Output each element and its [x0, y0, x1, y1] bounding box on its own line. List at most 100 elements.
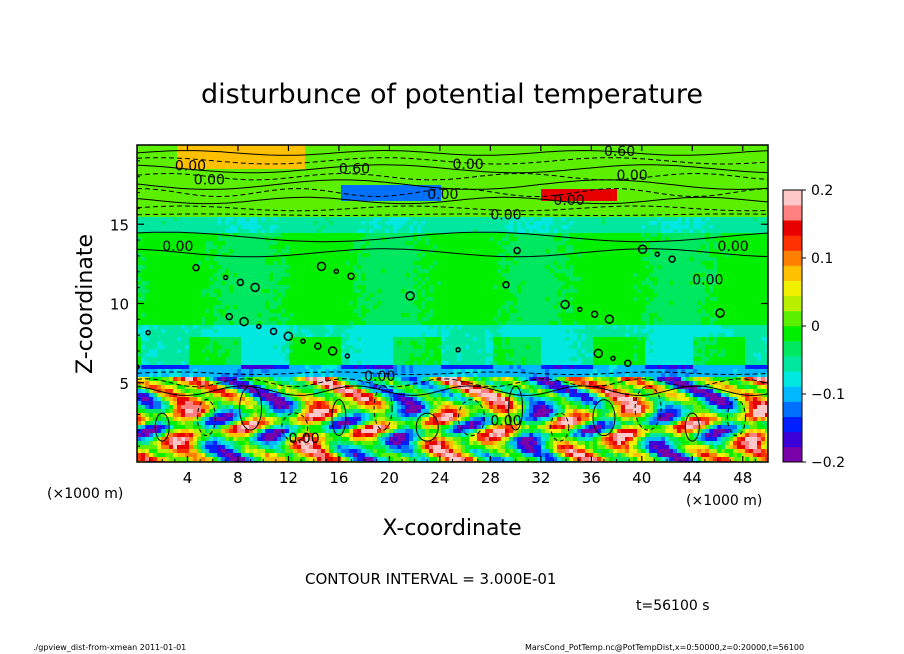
contour-blob	[192, 263, 200, 272]
contour-blob	[222, 274, 229, 281]
contour-label: 0.60	[604, 144, 635, 160]
contour-label: 0.00	[490, 414, 521, 430]
x-tick-label: 40	[632, 469, 651, 487]
colorbar-segment	[783, 280, 802, 297]
contour-line	[137, 196, 768, 205]
contour-blob	[316, 261, 327, 272]
colorbar-tick-label: −0.1	[811, 387, 845, 403]
colorbar-segment	[783, 416, 802, 433]
x-tick-label: 28	[481, 469, 500, 487]
footer-right: MarsCond_PotTemp.nc@PotTempDist,x=0:5000…	[525, 643, 804, 652]
contour-cell	[592, 399, 616, 437]
colorbar-segment	[783, 386, 802, 402]
colorbar-tick-label: 0.1	[811, 251, 833, 267]
contour-line	[137, 213, 768, 216]
contour-blob	[236, 278, 245, 287]
x-tick-label: 36	[582, 469, 601, 487]
contour-blob	[610, 355, 616, 362]
contour-line	[137, 371, 768, 375]
contour-blob	[269, 327, 278, 336]
contour-interval-text: CONTOUR INTERVAL = 3.000E-01	[305, 570, 556, 588]
contour-label: 0.00	[617, 168, 648, 184]
contour-cell	[239, 385, 263, 431]
contour-label: 0.00	[162, 239, 193, 255]
x-axis-unit-right: (×1000 m)	[686, 493, 762, 509]
colorbar-tick-label: 0.2	[811, 183, 833, 199]
contour-blob	[333, 268, 340, 275]
contour-label: 0.00	[553, 193, 584, 209]
x-tick-label: 20	[380, 469, 399, 487]
contour-cell	[457, 399, 485, 437]
contour-cell	[415, 412, 439, 442]
y-axis: 5 10 15	[110, 160, 768, 447]
contour-blob	[593, 348, 604, 359]
contour-label: 0.00	[175, 158, 206, 174]
colorbar-tick-label: 0	[811, 319, 820, 335]
contour-line	[137, 385, 768, 396]
contour-cell	[726, 399, 746, 437]
contour-line	[137, 248, 768, 258]
colorbar	[783, 190, 802, 463]
contour-blob	[256, 323, 262, 330]
contour-label: 0.00	[490, 207, 521, 223]
contour-line	[137, 164, 768, 174]
contour-blob	[405, 291, 415, 301]
contour-blob	[502, 281, 510, 289]
x-axis: 4 8 12 16 20 24 28 32 36 40 44 48	[149, 145, 756, 487]
contour-blob	[715, 308, 725, 318]
contour-cell	[508, 385, 524, 431]
colorbar-segment	[783, 341, 802, 357]
contour-label: 0.00	[692, 272, 723, 288]
x-axis-label: X-coordinate	[382, 516, 521, 541]
contour-line	[137, 172, 768, 181]
contour-label: 0.60	[339, 162, 370, 178]
contour-blob	[577, 306, 583, 313]
contour-blob	[560, 299, 570, 310]
colorbar-segment	[783, 265, 802, 281]
contour-label: 0.00	[453, 157, 484, 173]
contour-blob	[624, 359, 632, 368]
x-tick-label: 8	[233, 469, 243, 487]
colorbar-segment	[783, 205, 802, 221]
contour-line	[137, 179, 768, 190]
colorbar-segment	[783, 310, 802, 327]
colorbar-segment	[783, 371, 802, 387]
y-tick-label: 5	[119, 375, 129, 393]
contour-labels: 0.000.000.60 0.000.000.600.000.000.000.00…	[162, 144, 748, 447]
y-axis-label: Z-coordinate	[73, 234, 98, 374]
colorbar-segment	[783, 190, 802, 206]
contour-blob	[344, 353, 351, 359]
contour-cell	[331, 399, 347, 437]
contour-label: 0.00	[288, 431, 319, 447]
contour-line	[137, 149, 768, 156]
contour-cell	[154, 412, 170, 442]
colorbar-segment	[783, 446, 802, 463]
contour-line	[137, 157, 768, 165]
colorbar-tick-label: −0.2	[811, 455, 845, 471]
colorbar-segment	[783, 220, 802, 236]
contour-blob	[145, 329, 151, 336]
contour-blob	[604, 314, 615, 324]
contour-blob	[314, 342, 322, 350]
contour-label: 0.00	[194, 173, 225, 189]
contour-blob	[347, 272, 355, 280]
colorbar-segment	[783, 295, 802, 312]
x-axis-unit-left: (×1000 m)	[47, 486, 123, 502]
contour-blob	[283, 331, 294, 342]
contour-blob	[590, 310, 599, 319]
contour-blob	[637, 244, 648, 255]
contour-line	[137, 188, 768, 198]
contour-lines	[137, 149, 768, 442]
x-tick-label: 24	[430, 469, 449, 487]
y-tick-label: 10	[110, 296, 129, 314]
contour-cell	[281, 412, 309, 442]
contour-blob	[513, 246, 521, 255]
plot-area: 0.000.000.60 0.000.000.600.000.000.000.00…	[137, 144, 768, 462]
contour-blob	[654, 251, 661, 257]
contour-line	[137, 231, 768, 243]
colorbar-segment	[783, 250, 802, 266]
colorbar-segment	[783, 356, 802, 372]
colorbar-segment	[783, 401, 802, 417]
contour-cell	[196, 399, 216, 437]
